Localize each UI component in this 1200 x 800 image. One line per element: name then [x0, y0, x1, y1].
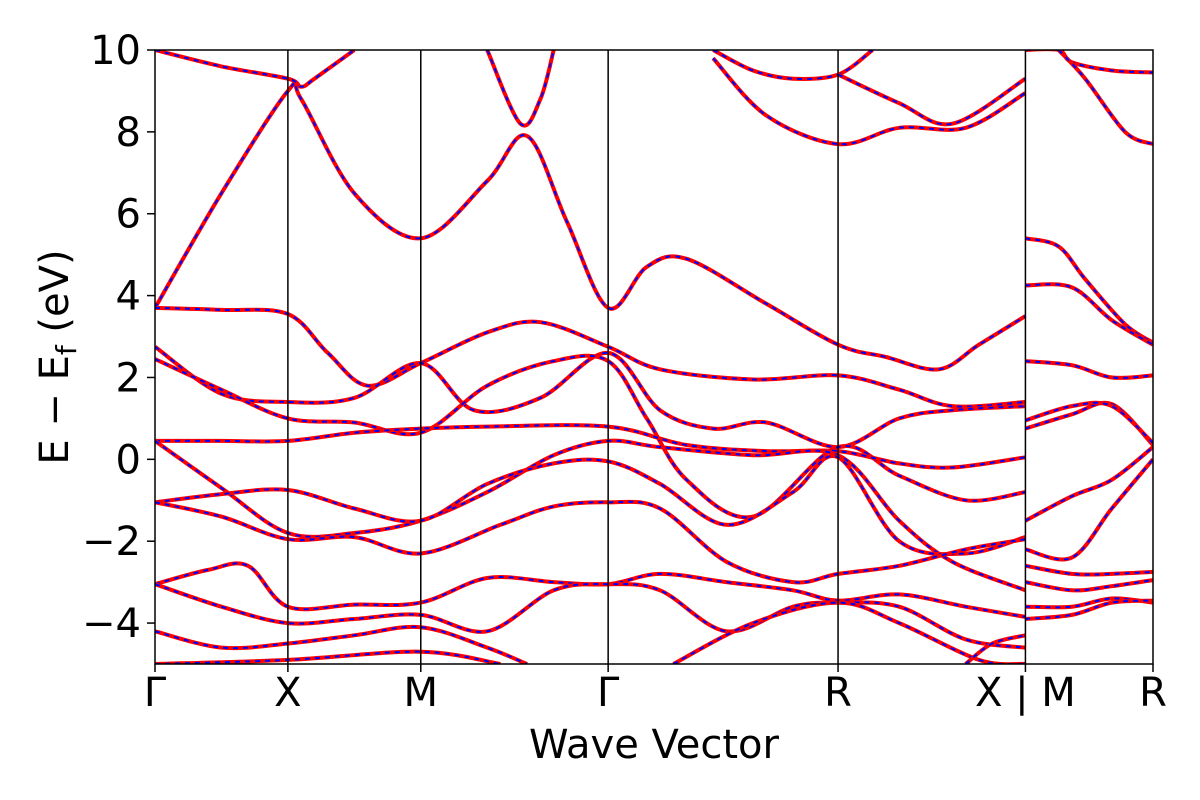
- x-tick-label: Γ: [597, 670, 620, 716]
- band-line-overlay: [155, 562, 1026, 618]
- y-tick-label: 6: [116, 192, 141, 238]
- band-line-overlay: [1024, 446, 1153, 522]
- x-tick-label: M: [404, 670, 439, 716]
- y-tick-label: −2: [82, 519, 141, 565]
- band-line-overlay: [1025, 360, 1153, 379]
- band-line-overlay: [837, 73, 1026, 126]
- band-line-overlay: [155, 81, 1026, 371]
- y-tick-label: 2: [116, 355, 141, 401]
- y-tick-label: 8: [116, 110, 141, 156]
- y-tick-label: 10: [90, 28, 141, 74]
- band-line-overlay: [1025, 401, 1153, 444]
- band-line-overlay: [155, 500, 1026, 584]
- band-line-overlay: [155, 583, 1026, 649]
- y-tick-label: −4: [82, 601, 141, 647]
- x-tick-label: X | M: [975, 670, 1076, 716]
- band-line-overlay: [155, 625, 528, 664]
- y-axis-label-subscript: f: [50, 344, 83, 355]
- band-line-overlay: [712, 50, 874, 80]
- kpoint-separators: [287, 50, 1027, 664]
- band-line-overlay: [155, 306, 1026, 408]
- plot-frame: [154, 49, 1154, 665]
- band-line-overlay: [1025, 579, 1153, 592]
- x-tick-label: R: [1139, 670, 1167, 716]
- y-tick-label: 0: [116, 437, 141, 483]
- band-line-overlay: [1025, 237, 1153, 344]
- band-line-overlay: [712, 57, 1026, 146]
- y-axis-label-main: E − E: [32, 355, 78, 465]
- band-line-overlay: [1057, 50, 1153, 146]
- band-line-overlay: [672, 601, 1026, 664]
- x-tick-label: R: [824, 670, 852, 716]
- y-axis-label: E − Ef (eV): [32, 249, 83, 464]
- band-line-overlay: [1025, 564, 1153, 576]
- x-axis-label: Wave Vector: [529, 722, 780, 768]
- band-line-overlay: [964, 634, 1026, 664]
- y-axis-ticks: 10 8 6 4 2 0 −2 −4: [82, 28, 155, 647]
- x-axis-ticks: Γ X M Γ R X | M R: [144, 664, 1167, 716]
- band-line-overlay: [1025, 458, 1153, 561]
- y-tick-label: 4: [116, 274, 141, 320]
- band-line-overlay: [486, 50, 555, 127]
- x-tick-label: Γ: [144, 670, 167, 716]
- y-axis-label-unit: (eV): [32, 249, 78, 345]
- band-line-overlay: [155, 650, 501, 664]
- band-line-overlay: [1025, 283, 1153, 346]
- band-line: [155, 50, 356, 89]
- band-line-overlay: [1025, 599, 1153, 620]
- x-tick-label: X: [274, 670, 301, 716]
